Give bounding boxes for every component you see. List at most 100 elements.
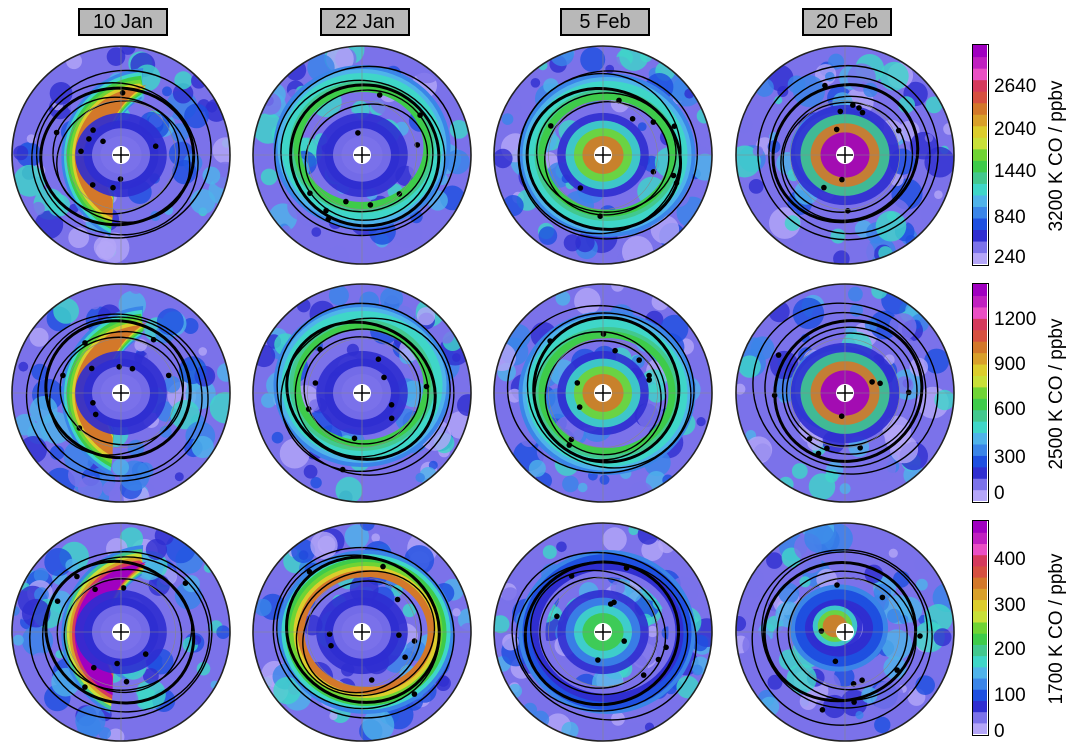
colorbar-2500k-label: 2500 K CO / ppbv: [1046, 284, 1067, 504]
co-field-blob: [99, 727, 111, 739]
colorbar-swatch: [973, 45, 987, 57]
observation-point: [630, 116, 636, 122]
colorbar-swatch: [973, 229, 987, 241]
observation-point: [120, 90, 126, 96]
co-field-blob: [562, 476, 579, 493]
colorbar-swatch: [973, 723, 987, 734]
observation-point: [325, 217, 331, 223]
colorbar-2500k-tick-300: 300: [994, 448, 1026, 468]
colorbar-1700k: [972, 520, 989, 736]
co-field-blob: [253, 345, 275, 367]
co-field-blob: [848, 287, 863, 302]
colorbar-3200k-swatches: [973, 45, 987, 264]
co-field-blob: [889, 549, 898, 558]
observation-point: [412, 638, 418, 644]
co-field-blob: [191, 73, 207, 89]
co-field-blob: [921, 203, 943, 225]
observation-point: [397, 191, 403, 197]
observation-point: [641, 672, 647, 678]
colorbar-swatch: [973, 667, 987, 679]
observation-point: [824, 446, 830, 452]
observation-point: [89, 366, 95, 372]
co-field-blob: [272, 432, 284, 444]
colorbar-swatch: [973, 160, 987, 172]
observation-point: [90, 182, 96, 188]
observation-point: [578, 185, 584, 191]
co-field-blob: [502, 587, 519, 604]
colorbar-swatch: [973, 252, 987, 264]
observation-point: [78, 149, 84, 155]
observation-point: [86, 136, 92, 142]
colorbar-swatch: [973, 599, 987, 611]
observation-point: [323, 208, 329, 214]
polar-map-1700k-22-jan: [250, 520, 474, 744]
observation-point: [124, 679, 130, 685]
colorbar-1700k-tick-100: 100: [994, 686, 1026, 706]
observation-point: [577, 404, 583, 410]
observation-point: [656, 657, 662, 663]
polar-map-3200k-20-feb: [733, 43, 957, 267]
co-field-blob: [493, 149, 512, 168]
co-field-blob: [90, 299, 101, 310]
column-label-10-jan: 10 Jan: [78, 8, 168, 36]
colorbar-3200k-tick-840: 840: [994, 208, 1026, 228]
colorbar-swatch: [973, 455, 987, 467]
observation-point: [772, 393, 778, 399]
colorbar-swatch: [973, 421, 987, 433]
colorbar-swatch: [973, 490, 987, 501]
observation-point: [183, 580, 189, 586]
observation-point: [894, 667, 900, 673]
co-field-blob: [692, 356, 710, 374]
observation-point: [376, 356, 382, 362]
observation-point: [834, 127, 840, 133]
observation-point: [651, 119, 657, 125]
observation-point: [839, 413, 845, 419]
co-field-blob: [318, 536, 336, 554]
co-field-blob: [502, 113, 514, 125]
polar-map-2500k-22-jan: [250, 281, 474, 505]
co-field-blob: [543, 545, 557, 559]
co-field-blob: [310, 477, 321, 488]
colorbar-swatch: [973, 137, 987, 149]
observation-point: [851, 699, 857, 705]
colorbar-swatch: [973, 387, 987, 399]
observation-point: [859, 677, 865, 683]
observation-point: [877, 381, 883, 387]
colorbar-swatch: [973, 295, 987, 307]
observation-point: [74, 574, 80, 580]
co-field-blob: [794, 238, 802, 246]
observation-point: [55, 598, 61, 604]
co-field-blob: [792, 463, 808, 479]
colorbar-swatch: [973, 149, 987, 161]
co-field-blob: [697, 417, 706, 426]
colorbar-swatch: [973, 588, 987, 600]
observation-point: [569, 573, 575, 579]
observation-point: [402, 654, 408, 660]
co-field-blob: [103, 481, 118, 496]
observation-point: [369, 677, 375, 683]
colorbar-2500k-tick-0: 0: [994, 484, 1005, 504]
observation-point: [100, 139, 106, 145]
colorbar-swatch: [973, 126, 987, 138]
observation-point: [575, 380, 581, 386]
co-field-blob: [13, 635, 24, 646]
colorbar-swatch: [973, 555, 987, 567]
observation-point: [646, 373, 652, 379]
colorbar-swatch: [973, 91, 987, 103]
colorbar-3200k-tick-2040: 2040: [994, 120, 1036, 140]
observation-point: [328, 643, 334, 649]
observation-point: [82, 340, 88, 346]
observation-point: [671, 173, 677, 179]
co-field-blob: [261, 169, 278, 186]
co-field-blob: [48, 194, 70, 216]
co-field-blob: [869, 454, 896, 481]
observation-point: [92, 587, 98, 593]
colorbar-1700k-label: 1700 K CO / ppbv: [1046, 519, 1067, 739]
colorbar-swatch: [973, 712, 987, 724]
co-field-blob: [107, 47, 126, 66]
co-field-blob: [622, 236, 653, 267]
co-field-blob: [926, 97, 943, 114]
co-field-blob: [677, 676, 700, 699]
observation-point: [674, 180, 680, 186]
colorbar-3200k: [972, 44, 989, 266]
